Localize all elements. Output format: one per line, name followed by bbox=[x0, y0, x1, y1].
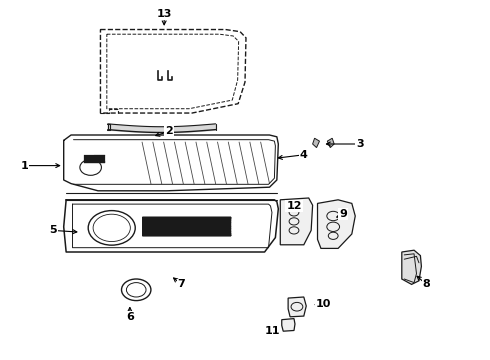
Polygon shape bbox=[288, 297, 306, 317]
Text: 13: 13 bbox=[156, 9, 172, 19]
Text: 10: 10 bbox=[316, 299, 331, 309]
Text: 7: 7 bbox=[177, 279, 185, 289]
Text: 4: 4 bbox=[300, 150, 308, 160]
Polygon shape bbox=[327, 138, 334, 148]
Text: 6: 6 bbox=[126, 312, 134, 322]
Polygon shape bbox=[280, 198, 313, 245]
Text: 2: 2 bbox=[165, 126, 173, 136]
Polygon shape bbox=[282, 319, 295, 331]
Polygon shape bbox=[318, 200, 355, 248]
Text: 11: 11 bbox=[264, 326, 280, 336]
Text: 8: 8 bbox=[422, 279, 430, 289]
Polygon shape bbox=[313, 138, 319, 148]
Text: 1: 1 bbox=[21, 161, 28, 171]
Text: 9: 9 bbox=[339, 209, 347, 219]
Polygon shape bbox=[402, 250, 421, 284]
Text: 5: 5 bbox=[49, 225, 57, 235]
Text: 3: 3 bbox=[356, 139, 364, 149]
Text: 12: 12 bbox=[286, 201, 302, 211]
